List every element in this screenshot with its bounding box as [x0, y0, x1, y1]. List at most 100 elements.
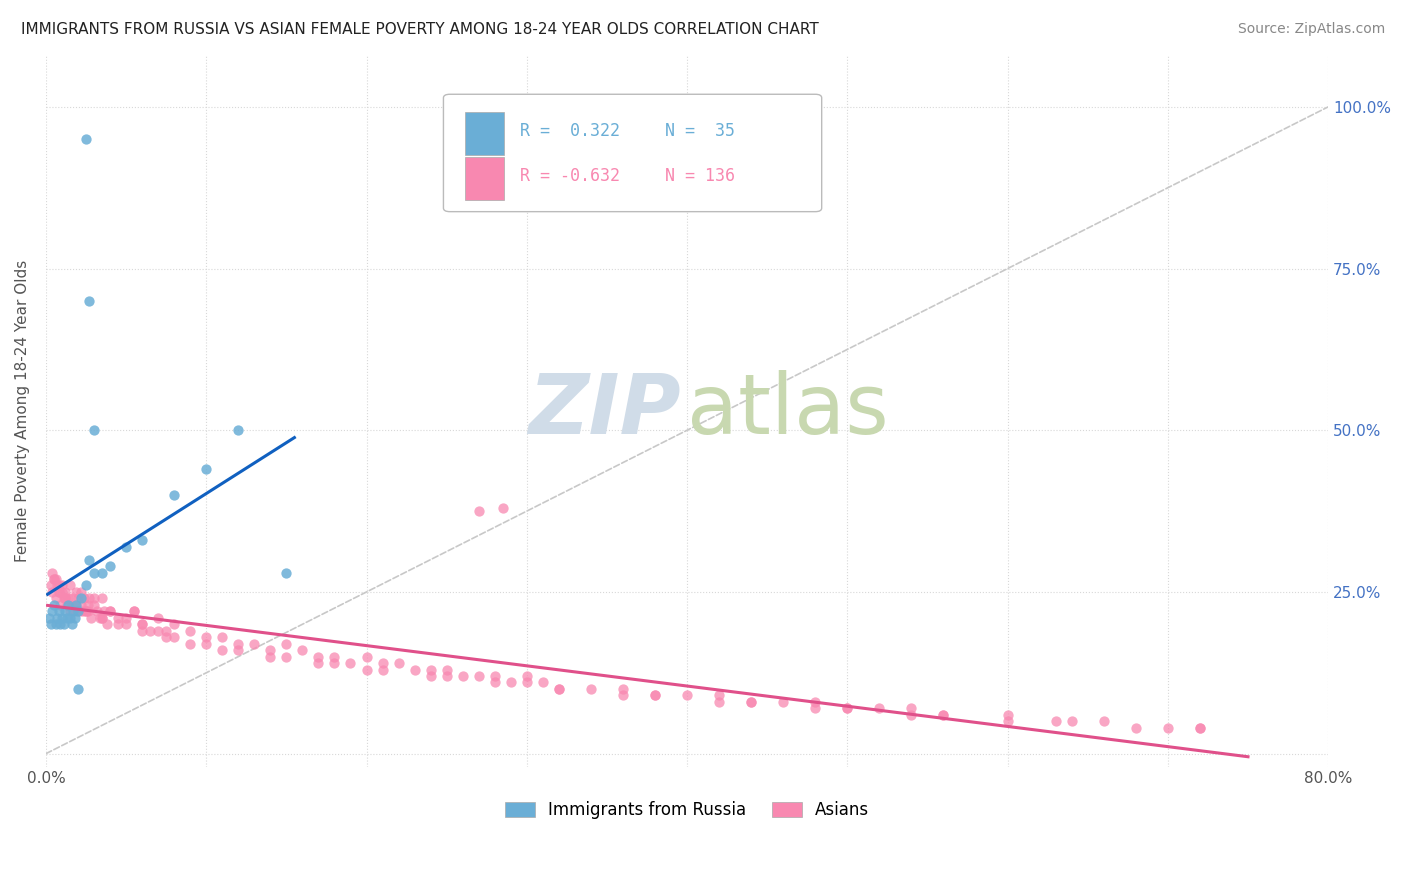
Point — [484, 669, 506, 683]
Point — [644, 689, 666, 703]
Point — [644, 689, 666, 703]
Point — [46, 611, 69, 625]
Point — [259, 649, 281, 664]
Point — [547, 681, 569, 696]
Point — [48, 585, 70, 599]
Point — [804, 695, 827, 709]
Point — [38, 611, 60, 625]
Point — [93, 604, 115, 618]
Point — [48, 578, 70, 592]
Point — [51, 585, 73, 599]
Point — [676, 689, 699, 703]
Point — [211, 643, 233, 657]
Y-axis label: Female Poverty Among 18-24 Year Olds: Female Poverty Among 18-24 Year Olds — [15, 260, 30, 562]
Point — [371, 656, 394, 670]
Point — [1060, 714, 1083, 729]
Point — [259, 643, 281, 657]
Point — [122, 604, 145, 618]
Point — [60, 617, 83, 632]
Point — [42, 572, 65, 586]
Point — [48, 604, 70, 618]
Point — [51, 578, 73, 592]
Point — [547, 681, 569, 696]
Text: N = 136: N = 136 — [665, 167, 735, 185]
Point — [499, 675, 522, 690]
Point — [48, 585, 70, 599]
Point — [146, 624, 169, 638]
Point — [70, 591, 93, 606]
Point — [75, 578, 97, 592]
Point — [42, 572, 65, 586]
Point — [91, 566, 114, 580]
Point — [49, 598, 72, 612]
Point — [75, 604, 97, 618]
Point — [163, 630, 186, 644]
Point — [997, 714, 1019, 729]
Point — [51, 611, 73, 625]
Point — [122, 604, 145, 618]
Point — [179, 637, 201, 651]
Point — [45, 572, 67, 586]
Point — [226, 643, 249, 657]
Point — [53, 604, 76, 618]
Point — [772, 695, 794, 709]
Point — [98, 604, 121, 618]
Point — [323, 656, 346, 670]
Text: IMMIGRANTS FROM RUSSIA VS ASIAN FEMALE POVERTY AMONG 18-24 YEAR OLDS CORRELATION: IMMIGRANTS FROM RUSSIA VS ASIAN FEMALE P… — [21, 22, 818, 37]
Point — [91, 611, 114, 625]
Point — [53, 591, 76, 606]
Point — [307, 649, 329, 664]
Point — [492, 500, 515, 515]
Point — [195, 630, 218, 644]
Point — [195, 637, 218, 651]
Point — [56, 611, 79, 625]
Point — [98, 604, 121, 618]
Point — [179, 624, 201, 638]
Point — [155, 630, 177, 644]
Point — [52, 617, 75, 632]
Point — [107, 611, 129, 625]
Point — [83, 566, 105, 580]
Point — [419, 669, 441, 683]
Text: ZIP: ZIP — [529, 370, 681, 451]
Text: atlas: atlas — [688, 370, 889, 451]
Point — [66, 591, 89, 606]
Point — [339, 656, 361, 670]
Point — [291, 643, 314, 657]
Point — [740, 695, 762, 709]
Point — [804, 701, 827, 715]
Point — [900, 701, 922, 715]
Text: N =  35: N = 35 — [665, 122, 735, 140]
Point — [371, 663, 394, 677]
Point — [997, 707, 1019, 722]
Point — [63, 611, 86, 625]
Point — [39, 578, 62, 592]
Point — [131, 533, 153, 548]
Point — [1188, 721, 1211, 735]
Point — [467, 669, 489, 683]
Point — [276, 649, 298, 664]
Point — [226, 423, 249, 437]
Point — [66, 681, 89, 696]
Point — [211, 630, 233, 644]
Point — [837, 701, 859, 715]
Point — [76, 598, 98, 612]
Point — [323, 649, 346, 664]
Point — [76, 604, 98, 618]
Point — [52, 591, 75, 606]
Point — [41, 604, 63, 618]
Point — [612, 681, 634, 696]
Point — [65, 598, 87, 612]
Point — [163, 617, 186, 632]
Point — [65, 585, 87, 599]
Point — [41, 585, 63, 599]
Point — [837, 701, 859, 715]
Point — [155, 624, 177, 638]
Point — [1157, 721, 1180, 735]
Point — [516, 669, 538, 683]
Point — [80, 611, 103, 625]
Point — [63, 604, 86, 618]
Point — [41, 566, 63, 580]
Text: R = -0.632: R = -0.632 — [520, 167, 620, 185]
Point — [307, 656, 329, 670]
